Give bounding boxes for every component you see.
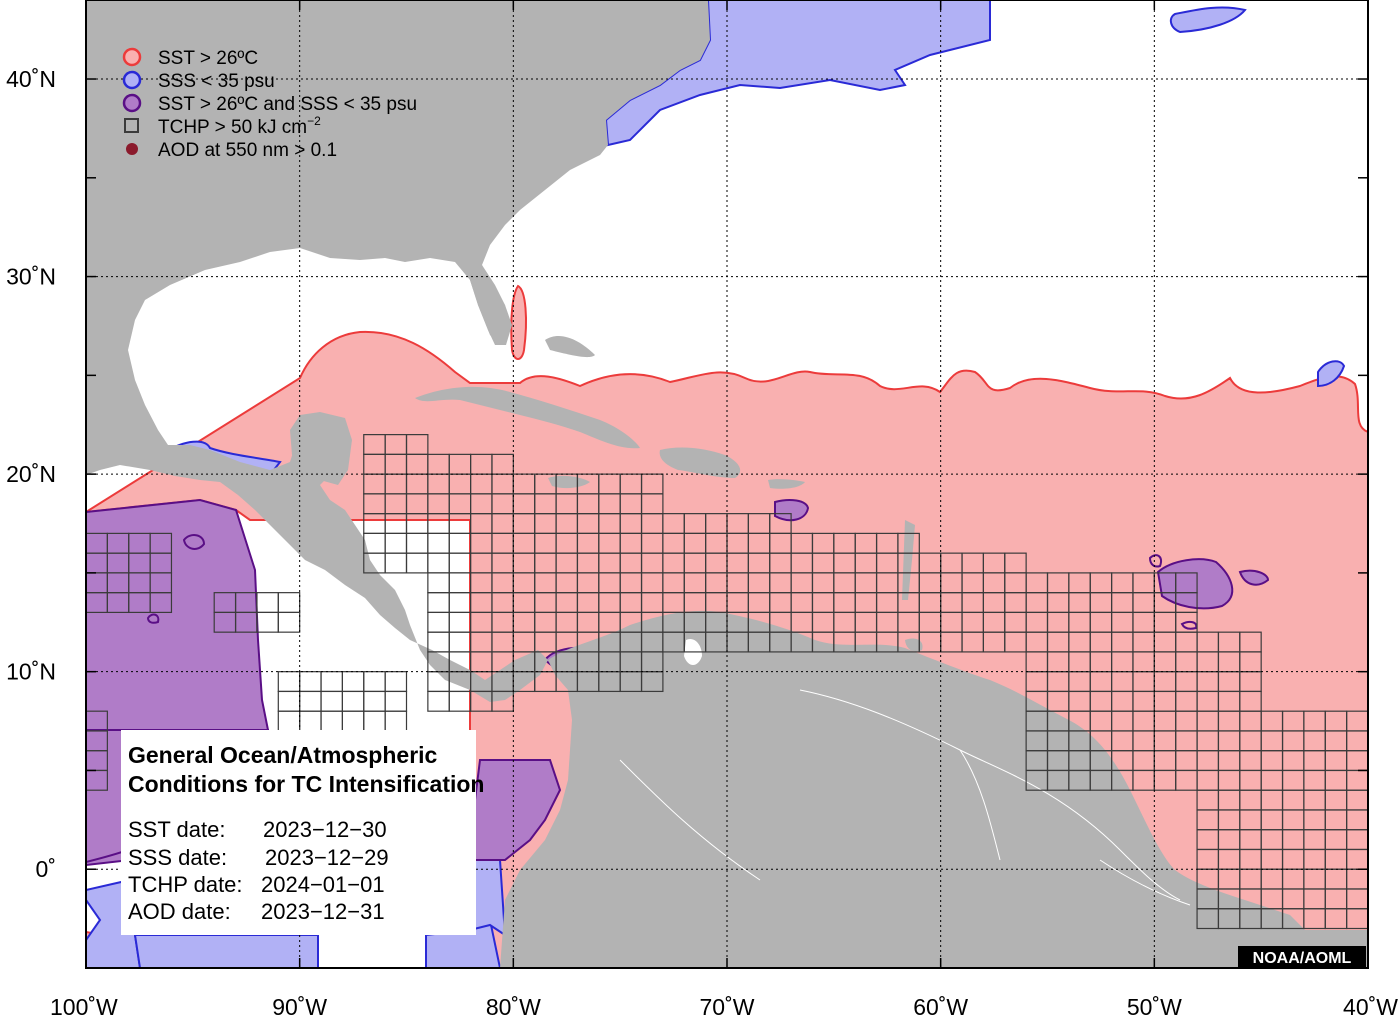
tchp-cell	[1004, 552, 1027, 574]
lat-tick-label: 10˚N	[6, 659, 56, 685]
legend-aod-label: AOD at 550 nm > 0.1	[158, 140, 337, 161]
lon-tick-label: 50˚W	[1127, 994, 1182, 1019]
latitude-labels: 0˚ 10˚N 20˚N 30˚N 40˚N	[6, 66, 56, 882]
trinidad-land	[905, 638, 923, 652]
tchp-cell	[149, 532, 173, 554]
info-title-line2: Conditions for TC Intensification	[128, 771, 484, 797]
credit-text: NOAA/AOML	[1253, 950, 1352, 967]
sss-date-value: 2023−12−29	[265, 845, 389, 870]
yucatan-land	[290, 412, 352, 485]
florida-peninsula-land	[470, 265, 512, 345]
hispaniola-land	[659, 447, 741, 478]
sst-date-label: SST date:	[128, 817, 225, 842]
puerto-rico-land	[768, 479, 805, 489]
tchp-cell	[384, 671, 408, 693]
tchp-grid	[86, 434, 1368, 930]
lon-tick-label: 70˚W	[700, 994, 755, 1019]
legend-tchp-superscript: −2	[307, 114, 321, 128]
lesser-antilles-land	[902, 520, 915, 600]
legend-sss-label: SSS < 35 psu	[158, 71, 275, 92]
tchp-cell	[769, 513, 792, 534]
legend-tchp-symbol	[124, 118, 139, 133]
rivers	[619, 689, 1191, 906]
legend-sst-label: SST > 26ºC	[158, 48, 258, 69]
credit-badge: NOAA/AOML	[1238, 946, 1366, 967]
aod-date-value: 2023−12−31	[261, 899, 385, 924]
tick-marks	[85, 0, 1369, 969]
lat-tick-label: 0˚	[36, 856, 56, 882]
bahamas-land	[545, 335, 595, 358]
sst-date-value: 2023−12−30	[263, 817, 387, 842]
legend-both-label: SST > 26ºC and SSS < 35 psu	[158, 94, 417, 115]
tchp-cell	[86, 710, 108, 732]
tchp-cell	[405, 434, 429, 455]
legend-sst-symbol	[122, 47, 142, 67]
lon-tick-label: 100˚W	[50, 994, 118, 1019]
jamaica-land	[548, 475, 590, 489]
tchp-cell	[1175, 572, 1198, 594]
longitude-labels: 100˚W 90˚W 80˚W 70˚W 60˚W 50˚W 40˚W	[50, 994, 1398, 1019]
lon-tick-label: 40˚W	[1343, 994, 1398, 1019]
info-box-background	[121, 730, 476, 935]
info-title-line1: General Ocean/Atmospheric	[128, 742, 438, 768]
tchp-date-label: TCHP date:	[128, 872, 243, 897]
north-america-land	[86, 0, 710, 702]
info-box: General Ocean/Atmospheric Conditions for…	[121, 730, 484, 935]
credit-background	[1238, 946, 1366, 967]
lon-tick-label: 90˚W	[272, 994, 327, 1019]
legend: SST > 26ºC SSS < 35 psu SST > 26ºC and S…	[122, 47, 417, 161]
tchp-cell	[277, 592, 301, 614]
cuba-land	[415, 386, 640, 449]
lon-tick-label: 60˚W	[913, 994, 968, 1019]
legend-both-symbol	[122, 93, 142, 113]
tchp-cell	[1239, 631, 1262, 653]
tchp-date-value: 2024−01−01	[261, 872, 385, 897]
sss-date-label: SSS date:	[128, 845, 227, 870]
legend-sss-symbol	[122, 70, 142, 90]
south-america-land	[500, 610, 1368, 968]
legend-aod-symbol	[126, 143, 138, 155]
aod-date-label: AOD date:	[128, 899, 231, 924]
tchp-cell	[1239, 789, 1262, 811]
legend-tchp-text: TCHP > 50 kJ cm	[158, 117, 307, 138]
legend-tchp-label: TCHP > 50 kJ cm−2	[158, 114, 321, 138]
lat-tick-label: 20˚N	[6, 461, 56, 487]
lat-tick-label: 40˚N	[6, 66, 56, 92]
tchp-cell	[897, 532, 920, 554]
land	[86, 0, 1368, 968]
lat-tick-label: 30˚N	[6, 264, 56, 290]
lon-tick-label: 80˚W	[486, 994, 541, 1019]
